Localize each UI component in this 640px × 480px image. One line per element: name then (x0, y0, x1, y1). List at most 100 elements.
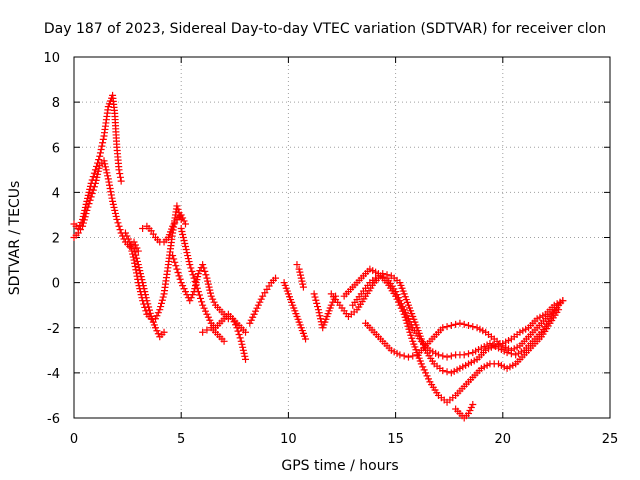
data-point-interp (235, 331, 243, 339)
data-point-interp (257, 295, 265, 303)
data-point (417, 360, 425, 368)
data-point-interp (191, 277, 199, 285)
x-axis-ticks: 0 5 10 15 20 25 (70, 57, 618, 447)
data-point (109, 197, 117, 205)
data-point-interp (175, 272, 183, 280)
data-point (156, 306, 164, 314)
data-point-interp (153, 312, 161, 320)
data-point (177, 224, 185, 232)
data-points (70, 91, 567, 422)
data-point-interp (180, 217, 188, 225)
data-point-interp (405, 325, 413, 333)
data-point-interp (96, 149, 104, 157)
data-point-interp (81, 213, 89, 221)
data-point (242, 355, 250, 363)
data-point-interp (135, 264, 143, 272)
data-point (400, 306, 408, 314)
data-point (115, 166, 123, 174)
data-point-interp (89, 186, 97, 194)
data-point-interp (180, 285, 188, 293)
data-point-interp (136, 267, 144, 275)
grid-lines (74, 57, 610, 418)
data-point-interp (99, 139, 107, 147)
data-point-interp (145, 306, 153, 314)
data-point-interp (313, 299, 321, 307)
data-point (203, 326, 211, 334)
data-point-interp (407, 331, 415, 339)
data-point-interp (200, 304, 208, 312)
data-point (439, 367, 447, 375)
data-point (83, 206, 91, 214)
data-point-interp (466, 406, 474, 414)
data-point (460, 351, 468, 359)
data-point-interp (146, 309, 154, 317)
data-point-interp (406, 318, 414, 326)
data-point-interp (179, 234, 187, 241)
data-point-interp (172, 262, 180, 270)
data-point (91, 179, 99, 187)
data-point-interp (95, 164, 103, 172)
data-point-interp (184, 255, 192, 263)
data-point (186, 297, 194, 305)
data-point-interp (419, 363, 427, 371)
data-point-interp (241, 352, 249, 360)
data-point-interp (394, 294, 402, 302)
data-point (254, 301, 262, 309)
data-point (199, 261, 207, 269)
y-tick-label: 2 (52, 232, 60, 247)
data-point-interp (192, 281, 200, 289)
data-point-interp (424, 375, 432, 383)
data-point-interp (447, 352, 455, 360)
y-tick-label: -2 (47, 322, 60, 337)
data-point-interp (106, 181, 114, 189)
data-point (559, 297, 567, 305)
data-point-interp (204, 277, 212, 285)
data-point-interp (178, 227, 186, 235)
data-point-interp (114, 219, 122, 227)
data-point-interp (296, 268, 304, 276)
data-point (199, 301, 207, 309)
data-point (130, 245, 138, 253)
data-point-interp (116, 170, 124, 178)
data-point (143, 297, 151, 305)
data-point-interp (209, 295, 217, 303)
data-point-interp (379, 273, 387, 281)
data-point-interp (106, 185, 114, 193)
data-point-interp (298, 277, 306, 285)
data-point-interp (97, 146, 105, 154)
data-point-interp (204, 313, 212, 321)
data-point-interp (196, 294, 204, 302)
data-point-interp (93, 173, 101, 181)
y-axis-title: SDTVAR / TECUs (7, 181, 23, 296)
data-point-interp (194, 273, 202, 281)
data-point (151, 324, 159, 332)
data-point-interp (204, 280, 212, 288)
data-point (392, 288, 400, 296)
data-point-interp (109, 200, 117, 208)
data-point-interp (88, 190, 96, 198)
data-point-interp (232, 321, 240, 329)
data-point (439, 324, 447, 332)
data-point-interp (105, 178, 113, 186)
data-point (456, 319, 464, 327)
data-point-interp (464, 350, 472, 358)
data-point-interp (200, 264, 208, 272)
data-point (177, 211, 185, 219)
data-point-interp (174, 268, 182, 276)
data-point-interp (406, 328, 414, 336)
data-point-interp (102, 166, 110, 174)
x-tick-label: 15 (387, 432, 404, 447)
y-tick-label: 0 (52, 277, 60, 292)
data-point-interp (116, 226, 124, 234)
data-point-interp (311, 293, 319, 301)
data-point-interp (236, 334, 244, 342)
data-point-interp (95, 156, 103, 164)
data-point (447, 321, 455, 329)
data-point-interp (92, 176, 100, 184)
data-point-interp (420, 366, 428, 374)
data-point-interp (111, 209, 119, 217)
data-point-interp (238, 340, 246, 348)
data-point (87, 193, 95, 201)
data-point (203, 274, 211, 282)
data-point-interp (182, 246, 190, 254)
